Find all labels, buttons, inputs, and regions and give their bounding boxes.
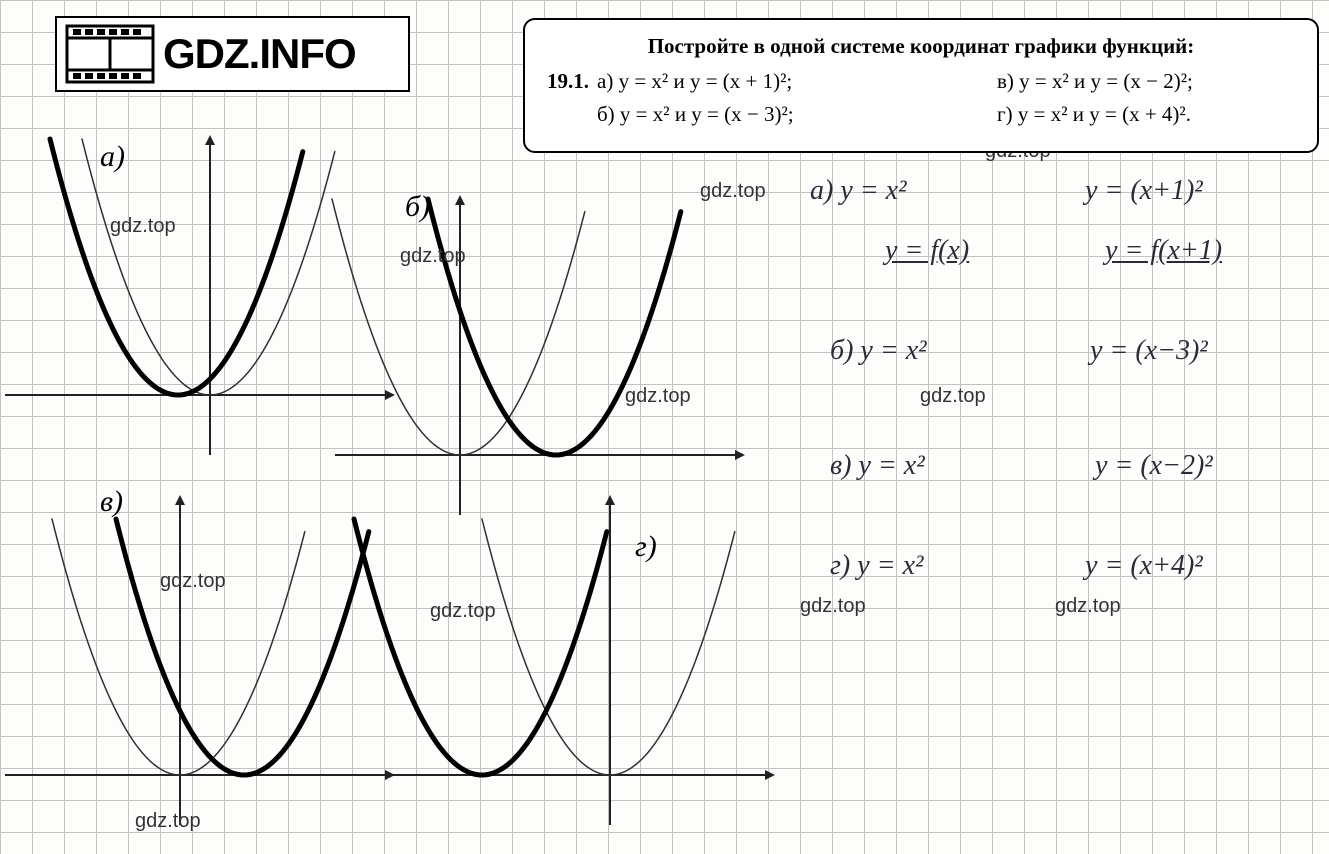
- sketch-label-v: в): [100, 485, 123, 519]
- problem-number: 19.1.: [547, 69, 597, 94]
- problem-row-1: 19.1. а) y = x² и y = (x + 1)²; в) y = x…: [547, 69, 1295, 94]
- hw-v-2: y = (x−2)²: [1095, 450, 1213, 482]
- chart-b: [330, 190, 750, 520]
- problem-title: Постройте в одной системе координат граф…: [547, 34, 1295, 59]
- problem-item-v: в) y = x² и y = (x − 2)²;: [997, 69, 1295, 94]
- sketch-label-b: б): [405, 190, 430, 224]
- watermark: gdz.top: [700, 180, 766, 203]
- hw-b-2: y = (x−3)²: [1090, 335, 1208, 367]
- hw-b-1: б) y = x²: [830, 335, 927, 367]
- problem-item-g: г) y = x² и y = (x + 4)².: [997, 102, 1295, 127]
- watermark: gdz.top: [625, 385, 691, 408]
- watermark: gdz.top: [920, 385, 986, 408]
- hw-a-4: y = f(x+1): [1105, 235, 1222, 267]
- film-icon: [65, 24, 155, 84]
- sketch-label-g: г): [635, 530, 657, 564]
- problem-item-a: а) y = x² и y = (x + 1)²;: [597, 69, 997, 94]
- watermark: gdz.top: [800, 595, 866, 618]
- hw-v-1: в) y = x²: [830, 450, 925, 482]
- hw-g-2: y = (x+4)²: [1085, 550, 1203, 582]
- hw-a-1: а) y = x²: [810, 175, 906, 207]
- hw-a-2: y = (x+1)²: [1085, 175, 1203, 207]
- problem-item-b: б) y = x² и y = (x − 3)²;: [597, 102, 997, 127]
- watermark: gdz.top: [400, 245, 466, 268]
- logo-text: GDZ.INFO: [163, 30, 356, 78]
- sketch-label-a: а): [100, 140, 125, 174]
- logo-box: GDZ.INFO: [55, 16, 410, 92]
- problem-row-2: б) y = x² и y = (x − 3)²; г) y = x² и y …: [547, 102, 1295, 127]
- chart-g: [300, 490, 780, 830]
- watermark: gdz.top: [1055, 595, 1121, 618]
- watermark: gdz.top: [430, 600, 496, 623]
- watermark: gdz.top: [135, 810, 201, 833]
- problem-box: Постройте в одной системе координат граф…: [523, 18, 1319, 153]
- hw-a-3: y = f(x): [885, 235, 969, 267]
- hw-g-1: г) y = x²: [830, 550, 923, 582]
- watermark: gdz.top: [160, 570, 226, 593]
- watermark: gdz.top: [110, 215, 176, 238]
